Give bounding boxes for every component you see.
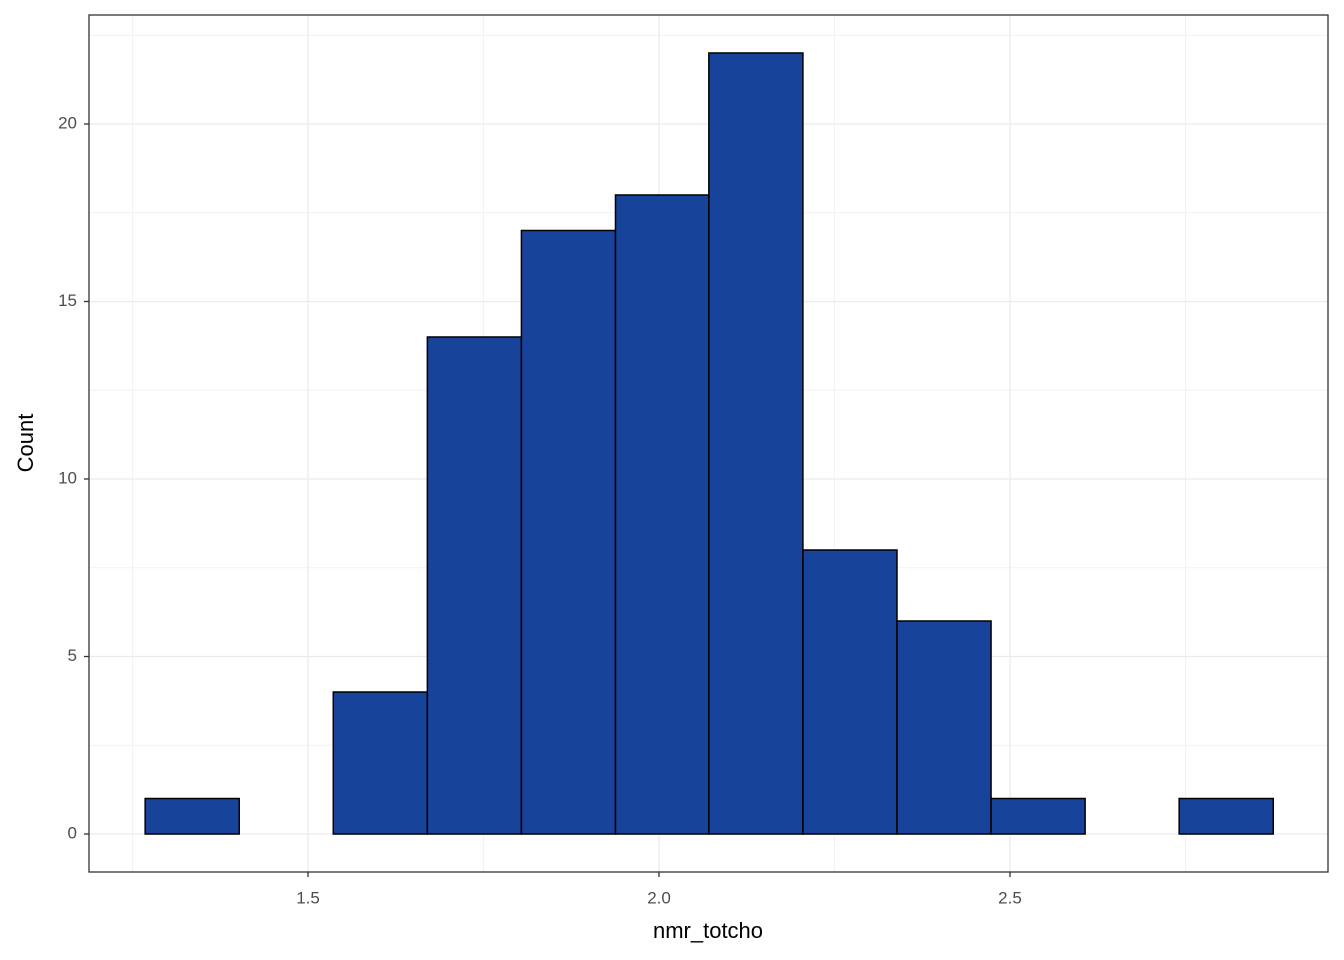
y-tick-label: 10 — [58, 468, 77, 487]
y-tick-label: 20 — [58, 113, 77, 132]
panel-border — [88, 14, 1329, 873]
bar — [708, 52, 804, 835]
bar — [144, 797, 240, 835]
bar — [802, 549, 898, 835]
bar — [1178, 797, 1274, 835]
x-tick-label: 2.5 — [998, 888, 1022, 907]
x-axis-title: nmr_totcho — [653, 918, 763, 943]
y-tick-label: 0 — [68, 823, 77, 842]
bar — [896, 620, 992, 835]
x-tick-label: 1.5 — [296, 888, 320, 907]
y-axis-title: Count — [13, 414, 38, 473]
y-tick-label: 5 — [68, 646, 77, 665]
bar — [520, 229, 617, 835]
x-tick-label: 2.0 — [647, 888, 671, 907]
bar — [614, 194, 710, 835]
bar — [990, 797, 1086, 835]
bar — [332, 691, 429, 835]
bar — [426, 336, 523, 835]
y-tick-label: 15 — [58, 291, 77, 310]
